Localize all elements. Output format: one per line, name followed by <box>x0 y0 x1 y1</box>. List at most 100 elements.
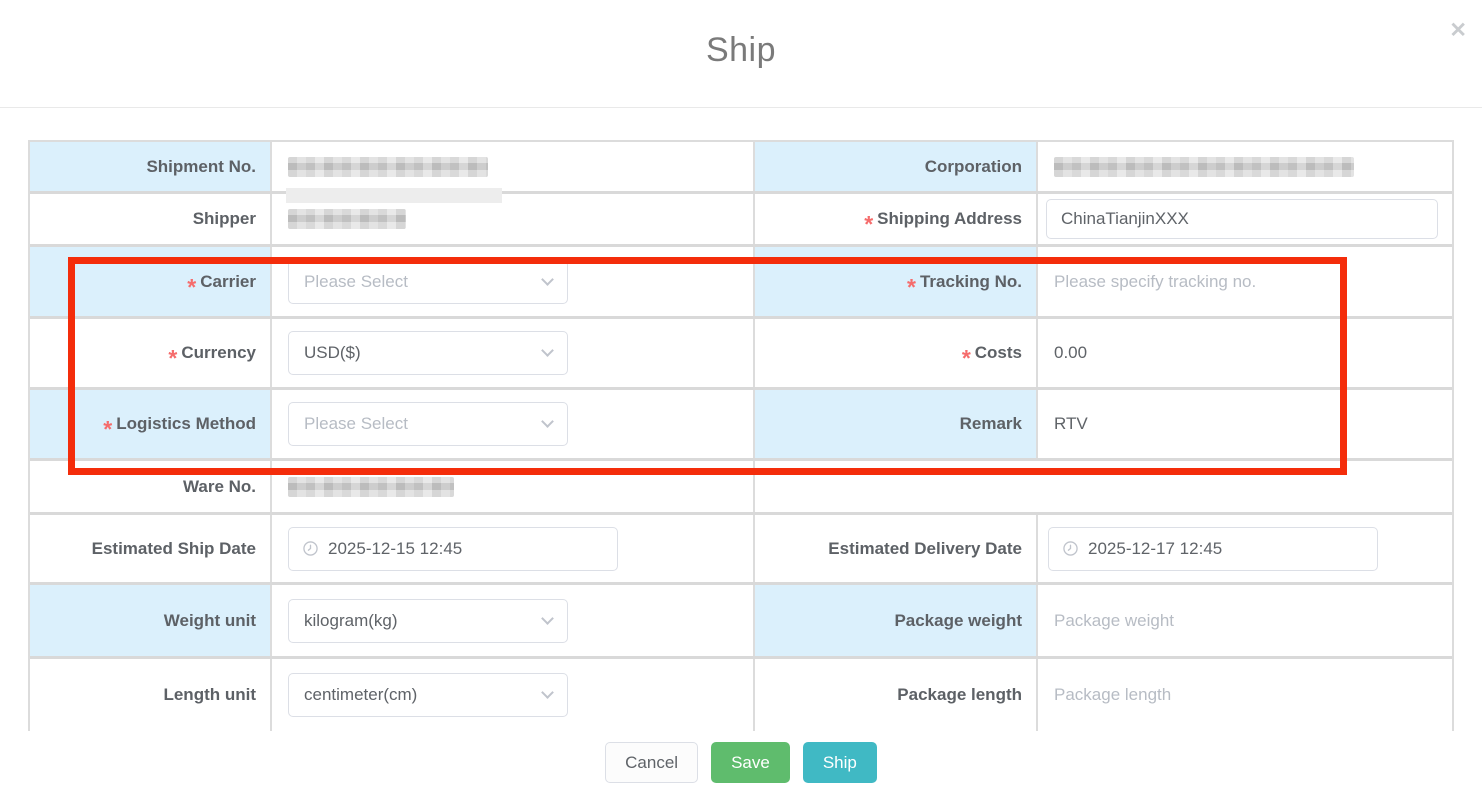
costs-input[interactable] <box>1054 343 1433 363</box>
length-unit-select-value: centimeter(cm) <box>304 685 418 704</box>
row-estimated-dates: Estimated Ship Date 2025-12-15 12:45 Est… <box>30 515 1452 585</box>
shipment-no-value-cell <box>272 142 755 191</box>
clock-icon <box>303 541 318 556</box>
chevron-down-icon <box>541 415 554 428</box>
shipping-address-label-cell: * Shipping Address <box>755 194 1038 244</box>
ship-button[interactable]: Ship <box>802 742 877 783</box>
shipment-no-redacted-value <box>288 156 488 177</box>
shipper-label-cell: Shipper <box>30 194 272 244</box>
package-length-label: Package length <box>897 685 1022 704</box>
package-weight-value-cell <box>1038 585 1452 656</box>
ware-no-redacted-value <box>288 476 454 497</box>
chevron-down-icon <box>541 272 554 286</box>
length-unit-value-cell: centimeter(cm) <box>272 659 755 731</box>
currency-label-cell: * Currency <box>30 319 272 387</box>
logistics-method-value-cell: Please Select <box>272 390 755 458</box>
weight-unit-select[interactable]: kilogram(kg) <box>288 598 568 643</box>
shipping-address-value-cell <box>1038 194 1452 244</box>
empty-cell <box>755 461 1452 512</box>
shipment-no-label-cell: Shipment No. <box>30 142 272 191</box>
remark-label-cell: Remark <box>755 390 1038 458</box>
row-logistics-method: * Logistics Method Please Select Remark <box>30 390 1452 461</box>
row-shipment-no: Shipment No. Corporation <box>30 142 1452 194</box>
shipping-address-label: Shipping Address <box>877 209 1022 228</box>
ware-no-value-cell <box>272 461 755 512</box>
estimated-delivery-date-label-cell: Estimated Delivery Date <box>755 515 1038 582</box>
estimated-delivery-date-value-cell: 2025-12-17 12:45 <box>1038 515 1452 582</box>
length-unit-select[interactable]: centimeter(cm) <box>288 673 568 717</box>
weight-unit-select-value: kilogram(kg) <box>304 610 398 630</box>
currency-select-value: USD($) <box>304 343 361 362</box>
estimated-delivery-date-label: Estimated Delivery Date <box>828 538 1022 558</box>
row-ware-no: Ware No. <box>30 461 1452 515</box>
remark-value-cell <box>1038 390 1452 458</box>
tracking-no-label-cell: * Tracking No. <box>755 247 1038 316</box>
row-currency: * Currency USD($) * Costs <box>30 319 1452 390</box>
row-shipper: Shipper * Shipping Address <box>30 194 1452 247</box>
corporation-label-cell: Corporation <box>755 142 1038 191</box>
weight-unit-value-cell: kilogram(kg) <box>272 585 755 656</box>
costs-label-cell: * Costs <box>755 319 1038 387</box>
close-icon[interactable]: ✕ <box>1449 19 1467 42</box>
clock-icon <box>1063 541 1078 556</box>
remark-input[interactable] <box>1054 414 1433 434</box>
estimated-delivery-date-value: 2025-12-17 12:45 <box>1088 538 1223 558</box>
logistics-method-label-cell: * Logistics Method <box>30 390 272 458</box>
save-button[interactable]: Save <box>711 742 790 783</box>
shipper-value-cell <box>272 194 755 244</box>
package-weight-label-cell: Package weight <box>755 585 1038 656</box>
carrier-select[interactable]: Please Select <box>288 259 568 304</box>
tracking-no-value-cell <box>1038 247 1452 316</box>
weight-unit-label-cell: Weight unit <box>30 585 272 656</box>
corporation-value-cell <box>1038 142 1452 191</box>
estimated-ship-date-label: Estimated Ship Date <box>91 538 256 558</box>
tracking-no-input[interactable] <box>1054 271 1433 292</box>
remark-label: Remark <box>959 414 1022 433</box>
cancel-button[interactable]: Cancel <box>605 742 699 783</box>
length-unit-label: Length unit <box>163 685 256 704</box>
carrier-label-cell: * Carrier <box>30 247 272 316</box>
costs-label: Costs <box>974 343 1022 362</box>
carrier-label: Carrier <box>200 271 256 291</box>
package-weight-label: Package weight <box>894 610 1022 630</box>
carrier-value-cell: Please Select <box>272 247 755 316</box>
package-weight-input[interactable] <box>1054 610 1433 631</box>
package-length-value-cell <box>1038 659 1452 731</box>
estimated-ship-date-value-cell: 2025-12-15 12:45 <box>272 515 755 582</box>
estimated-ship-date-picker[interactable]: 2025-12-15 12:45 <box>288 526 618 571</box>
shipping-address-input[interactable] <box>1046 199 1438 239</box>
package-length-input[interactable] <box>1054 685 1433 705</box>
corporation-label: Corporation <box>924 156 1022 176</box>
logistics-method-label: Logistics Method <box>116 414 256 433</box>
row-weight-unit: Weight unit kilogram(kg) Package weight <box>30 585 1452 659</box>
carrier-select-placeholder: Please Select <box>304 271 408 291</box>
currency-value-cell: USD($) <box>272 319 755 387</box>
length-unit-label-cell: Length unit <box>30 659 272 731</box>
costs-value-cell <box>1038 319 1452 387</box>
estimated-ship-date-label-cell: Estimated Ship Date <box>30 515 272 582</box>
ware-no-label-cell: Ware No. <box>30 461 272 512</box>
row-length-unit: Length unit centimeter(cm) Package lengt… <box>30 659 1452 731</box>
modal-header: Ship ✕ <box>0 0 1482 108</box>
logistics-method-select-placeholder: Please Select <box>304 414 408 433</box>
corporation-redacted-value <box>1054 156 1354 177</box>
weight-unit-label: Weight unit <box>163 610 256 630</box>
redacted-strip <box>286 188 502 203</box>
currency-select[interactable]: USD($) <box>288 331 568 375</box>
row-carrier: * Carrier Please Select * Tracking No. <box>30 247 1452 319</box>
modal-title: Ship <box>705 31 777 69</box>
ware-no-label: Ware No. <box>182 476 256 496</box>
ship-form-table: Shipment No. Corporation Shipper * Shipp… <box>28 140 1454 731</box>
modal-footer: Cancel Save Ship <box>0 742 1482 805</box>
logistics-method-select[interactable]: Please Select <box>288 402 568 446</box>
tracking-no-label: Tracking No. <box>919 271 1022 291</box>
chevron-down-icon <box>541 686 554 699</box>
chevron-down-icon <box>541 611 554 625</box>
package-length-label-cell: Package length <box>755 659 1038 731</box>
shipper-label: Shipper <box>192 209 256 228</box>
shipper-redacted-value <box>288 209 406 229</box>
chevron-down-icon <box>541 344 554 357</box>
currency-label: Currency <box>181 343 256 362</box>
estimated-delivery-date-picker[interactable]: 2025-12-17 12:45 <box>1048 526 1378 571</box>
shipment-no-label: Shipment No. <box>146 156 256 176</box>
